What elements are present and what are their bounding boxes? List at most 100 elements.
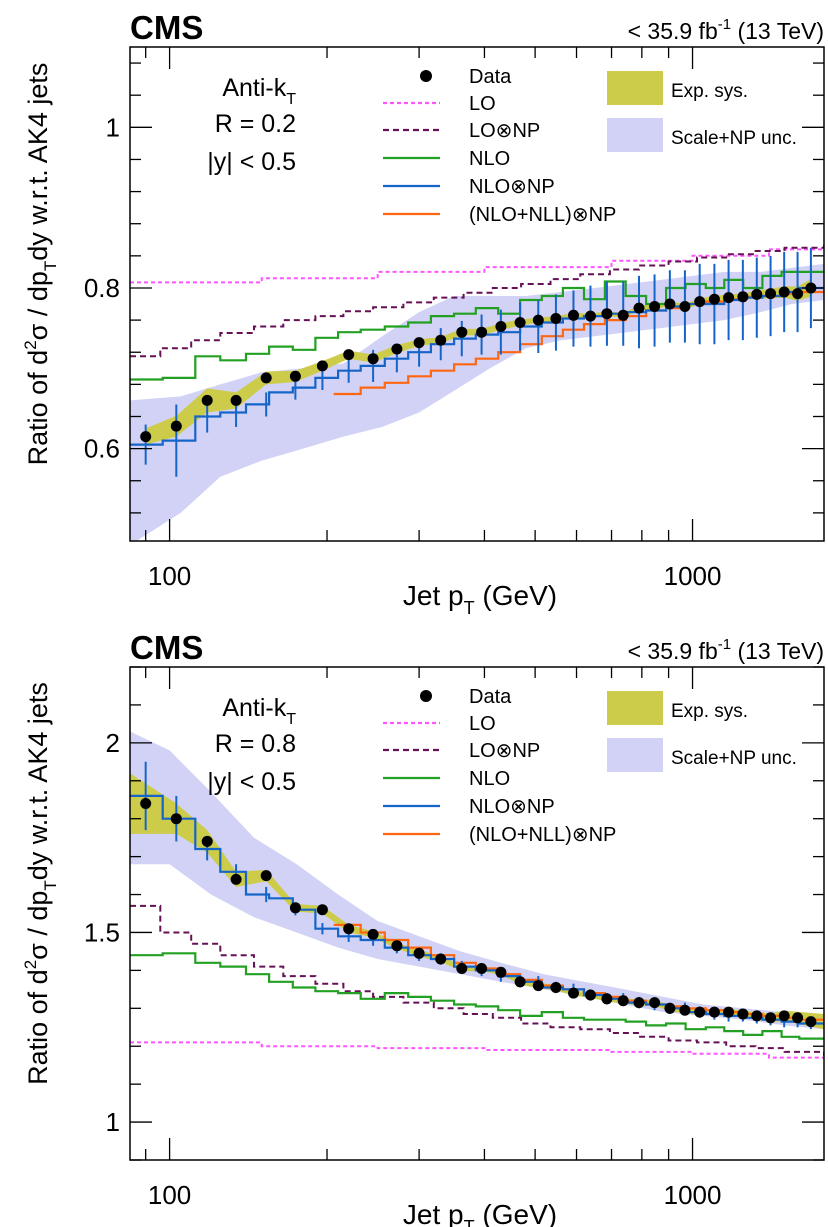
data-point [201, 394, 213, 406]
y-title-part: Ratio of d [23, 969, 53, 1085]
data-point [550, 982, 562, 993]
y-title-sub: T [41, 880, 60, 890]
data-point [568, 987, 579, 999]
legend-label: Data [469, 686, 512, 708]
data-point [514, 317, 526, 328]
y-title-part: σ / dp [23, 891, 53, 960]
y-title-part: σ / dp [23, 271, 53, 340]
data-point [664, 298, 676, 310]
data-point [633, 997, 645, 1009]
data-point [289, 370, 301, 382]
data-point [456, 326, 468, 338]
data-point [413, 947, 425, 959]
data-point [737, 1008, 749, 1020]
data-point [343, 923, 355, 935]
y-title-sup: 2 [21, 960, 40, 969]
chart-panel-2: 100 1000 1 1.5 2 CMS < 35.9 fb-1 (13 TeV) Jet p… [21, 629, 825, 1227]
data-point [617, 309, 629, 321]
lumi-superscript: -1 [718, 636, 731, 653]
nlo-nll-np-line [333, 923, 824, 1021]
plot-area [130, 243, 824, 541]
data-point [140, 431, 152, 443]
x-tick-label: 100 [148, 561, 191, 591]
data-point [316, 904, 328, 916]
data-point [532, 314, 544, 326]
legend-label: Exp. sys. [671, 81, 748, 102]
x-axis-title-unit: (GeV) [475, 580, 557, 611]
legend-band-scale-np [607, 738, 663, 772]
nlo-np-line [130, 286, 824, 446]
x-tick-label: 1000 [664, 1180, 722, 1210]
y-title-sup: 2 [21, 340, 40, 349]
x-axis-title-sub: T [464, 598, 475, 618]
data-point [765, 1012, 777, 1024]
data-point [476, 963, 488, 974]
rapidity-label: |y| < 0.5 [207, 148, 296, 176]
y-axis-title: Ratio of d2σ / dpTdy w.r.t. AK4 jets [21, 682, 60, 1085]
y-tick-label: 1.5 [84, 917, 120, 947]
y-title-sub: T [41, 261, 60, 271]
lo-np-line [130, 245, 824, 358]
data-point [201, 835, 213, 847]
data-point [550, 313, 562, 324]
y-tick-label: 1 [106, 112, 120, 142]
luminosity-label: < 35.9 fb-1 (13 TeV) [628, 16, 824, 44]
algorithm-name: Anti-k [222, 694, 286, 722]
data-point [585, 989, 596, 1001]
data-point [495, 966, 507, 978]
data-point [343, 349, 355, 361]
lumi-superscript: -1 [718, 16, 731, 33]
data-point [170, 813, 182, 825]
data-point [260, 870, 272, 882]
data-point [289, 902, 301, 914]
data-point [601, 993, 613, 1005]
data-point [585, 310, 596, 322]
y-tick-label: 0.8 [84, 273, 120, 303]
rapidity-label: |y| < 0.5 [207, 768, 296, 796]
legend: Data LO LO⊗NP NLO NLO⊗NP (NLO+NLL)⊗NP Exp. sys… [383, 686, 797, 846]
data-point [568, 309, 579, 321]
legend-label: NLO⊗NP [469, 176, 555, 198]
data-point [765, 288, 777, 300]
data-point [694, 1006, 706, 1018]
data-point [391, 343, 403, 355]
x-axis-title: Jet pT (GeV) [403, 580, 557, 618]
y-title-part: dy w.r.t. AK4 jets [23, 682, 53, 880]
data-point [751, 1010, 763, 1022]
legend-label: NLO [469, 768, 510, 790]
legend-label: Exp. sys. [671, 701, 748, 722]
data-point [495, 321, 507, 332]
legend-label: (NLO+NLL)⊗NP [469, 824, 616, 846]
lo-line [130, 1041, 824, 1062]
y-axis-ticks [130, 62, 824, 514]
data-point [514, 976, 526, 988]
legend-marker-data [420, 690, 432, 702]
experiment-label: CMS [130, 629, 203, 666]
legend: Data LO LO⊗NP NLO NLO⊗NP (NLO+NLL)⊗NP Exp. sys… [383, 66, 797, 226]
data-point [751, 288, 763, 300]
data-point [708, 1006, 720, 1018]
data-point [778, 286, 790, 298]
data-point [649, 301, 661, 312]
legend-label: Scale+NP unc. [671, 748, 797, 769]
data-point [737, 291, 749, 303]
data-point [230, 394, 242, 406]
legend-band-exp-sys [607, 691, 663, 725]
data-point [649, 997, 661, 1009]
data-point [170, 420, 182, 432]
legend-label: NLO⊗NP [469, 796, 555, 818]
data-point [679, 1004, 691, 1016]
legend-label: LO [469, 93, 496, 115]
y-title-part: Ratio of d [23, 350, 53, 466]
x-axis-ticks [145, 47, 694, 541]
y-tick-label: 0.6 [84, 434, 120, 464]
data-point [792, 1012, 804, 1024]
data-point [778, 1010, 790, 1022]
lumi-text: < 35.9 fb [628, 18, 718, 44]
x-axis-title-main: Jet p [403, 1199, 464, 1227]
plot-frame [129, 666, 825, 1161]
y-tick-label: 1 [106, 1107, 120, 1137]
algorithm-label: Anti-kT [222, 74, 296, 108]
data-point [140, 798, 152, 809]
data-point [617, 995, 629, 1007]
